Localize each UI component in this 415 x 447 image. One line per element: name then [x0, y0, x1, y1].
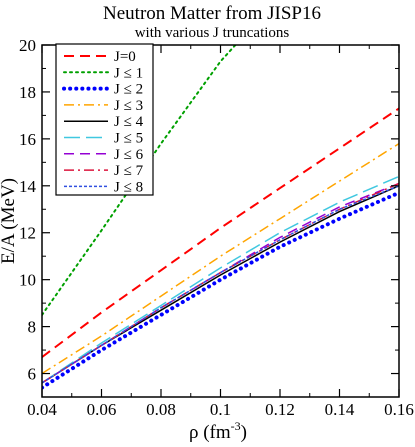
- chart-subtitle: with various J truncations: [135, 25, 290, 41]
- x-tick-label: 0.08: [146, 400, 176, 419]
- legend-label-3: J ≤ 3: [114, 98, 143, 114]
- x-tick-label: 0.04: [27, 400, 57, 419]
- legend-label-2: J ≤ 2: [114, 82, 143, 98]
- legend-label-5: J ≤ 5: [114, 131, 143, 147]
- y-tick-label: 14: [19, 177, 37, 196]
- x-axis-label-main: ρ (fm: [189, 422, 231, 443]
- series-line-7: [42, 182, 399, 384]
- series-line-6: [42, 182, 399, 384]
- legend-label-0: J=0: [114, 49, 136, 65]
- x-tick-label: 0.16: [384, 400, 414, 419]
- legend-label-6: J ≤ 6: [114, 147, 144, 163]
- x-tick-label: 0.06: [87, 400, 117, 419]
- series-line-1: [42, 45, 237, 316]
- series-line-5: [42, 175, 399, 384]
- y-tick-label: 20: [19, 36, 36, 55]
- legend-label-8: J ≤ 8: [114, 179, 143, 195]
- x-axis-label: ρ (fm-3): [189, 419, 247, 443]
- y-tick-label: 6: [28, 365, 37, 384]
- y-tick-label: 18: [19, 83, 36, 102]
- y-tick-label: 12: [19, 224, 36, 243]
- series-line-2: [42, 190, 399, 390]
- x-tick-label: 0.14: [325, 400, 355, 419]
- legend: J=0J ≤ 1J ≤ 2J ≤ 3J ≤ 4J ≤ 5J ≤ 6J ≤ 7J …: [55, 43, 154, 196]
- y-axis-label: E/A (MeV): [0, 178, 19, 264]
- chart-title: Neutron Matter from JISP16: [103, 3, 321, 24]
- x-axis-label-sup: -3: [231, 419, 241, 433]
- y-tick-label: 10: [19, 271, 36, 290]
- x-tick-label: 0.12: [265, 400, 295, 419]
- series-layer: [42, 45, 399, 390]
- x-tick-label: 0.1: [210, 400, 231, 419]
- legend-label-4: J ≤ 4: [114, 114, 144, 130]
- series-line-8: [42, 185, 399, 384]
- legend-label-1: J ≤ 1: [114, 65, 143, 81]
- series-line-3: [42, 142, 399, 375]
- ticks-layer: 0.04 0.06 0.08 0.1 0.12 0.14 0.16 6 8 10 12 14 16 18 2…: [19, 36, 414, 419]
- y-tick-label: 8: [28, 318, 37, 337]
- legend-label-7: J ≤ 7: [114, 163, 144, 179]
- plot-frame: [41, 44, 400, 398]
- y-tick-label: 16: [19, 130, 36, 149]
- x-axis-label-close: ): [241, 422, 247, 443]
